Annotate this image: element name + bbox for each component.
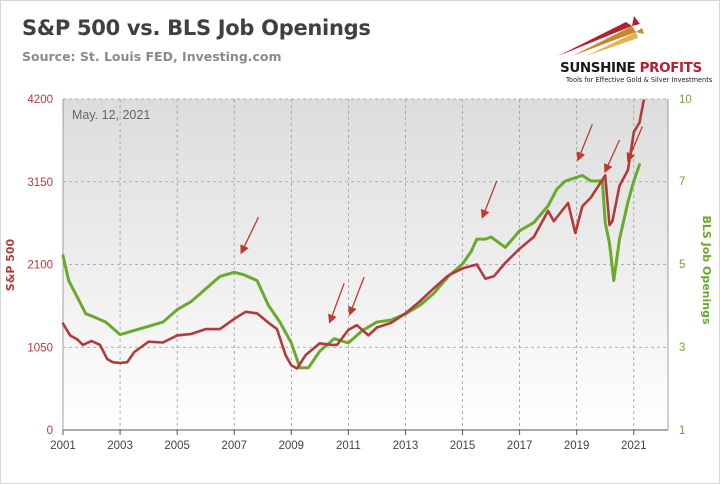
date-annotation: May. 12, 2021 — [72, 108, 150, 122]
right-tick-label: 3 — [679, 342, 685, 354]
x-tick-label: 2005 — [164, 440, 190, 452]
brand-name-b: PROFITS — [635, 60, 703, 76]
x-tick-label: 2007 — [221, 440, 247, 452]
annotation-arrow — [576, 123, 593, 162]
left-tick-label: 0 — [47, 425, 53, 437]
annotation-arrow — [240, 216, 260, 255]
y-axis-label-right: BLS Job Openings — [700, 215, 713, 324]
x-tick-label: 2001 — [50, 440, 76, 452]
sunshine-rays-icon — [558, 16, 644, 56]
chart-source: Source: St. Louis FED, Investing.com — [22, 49, 282, 64]
x-tick-label: 2011 — [336, 440, 361, 452]
annotation-arrow — [348, 276, 365, 316]
right-tick-label: 1 — [679, 425, 685, 437]
brand-logo: SUNSHINE PROFITS Tools for Effective Gol… — [552, 14, 712, 86]
right-tick-label: 7 — [679, 176, 685, 188]
sp500-line — [61, 99, 646, 370]
y-axis-label-left: S&P 500 — [4, 238, 17, 291]
x-tick-label: 2013 — [393, 440, 419, 452]
right-tick-label: 10 — [679, 94, 692, 106]
annotation-arrow — [626, 126, 643, 163]
brand-name: SUNSHINE PROFITS — [560, 60, 702, 76]
right-tick-label: 5 — [679, 259, 685, 271]
x-tick-label: 2019 — [564, 440, 590, 452]
axes: 0 1050 2100 3150 4200 1 3 5 7 10 2001 2003 2005 2007 2… — [27, 94, 691, 452]
left-tick-label: 3150 — [27, 177, 53, 189]
annotation-arrow — [480, 180, 498, 219]
annotation-arrow — [328, 283, 345, 324]
series-group — [61, 99, 646, 370]
left-tick-label: 2100 — [27, 260, 53, 272]
x-tick-label: 2015 — [450, 440, 476, 452]
brand-name-a: SUNSHINE — [560, 60, 636, 76]
left-tick-label: 4200 — [27, 94, 53, 106]
chart-title: S&P 500 vs. BLS Job Openings — [22, 16, 371, 40]
annotation-arrow — [604, 139, 621, 174]
x-tick-label: 2009 — [279, 440, 305, 452]
arrow-annotations — [240, 123, 643, 324]
brand-tagline: Tools for Effective Gold & Silver Invest… — [566, 76, 713, 84]
x-tick-label: 2021 — [621, 440, 647, 452]
job-openings-line — [61, 163, 641, 370]
x-tick-label: 2003 — [107, 440, 133, 452]
x-tick-label: 2017 — [507, 440, 533, 452]
left-tick-label: 1050 — [27, 342, 53, 354]
